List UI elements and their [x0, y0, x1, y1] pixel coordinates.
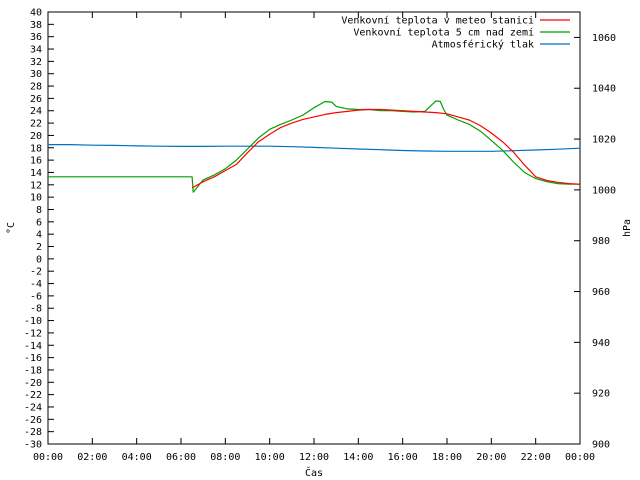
y-axis-left-label: °C: [6, 222, 17, 234]
x-tick-label: 06:00: [166, 452, 196, 463]
x-tick-label: 20:00: [476, 452, 506, 463]
x-tick-label: 02:00: [77, 452, 107, 463]
y-right-tick-label: 1040: [592, 84, 616, 95]
y-left-tick-label: 8: [36, 205, 42, 216]
y-right-tick-label: 1020: [592, 135, 616, 146]
x-tick-label: 00:00: [565, 452, 595, 463]
x-tick-label: 16:00: [388, 452, 418, 463]
series-line-1: [48, 100, 580, 193]
y-left-tick-label: 26: [30, 94, 42, 105]
y-left-tick-label: -12: [24, 328, 42, 339]
y-left-tick-label: -28: [24, 427, 42, 438]
y-left-tick-label: -22: [24, 390, 42, 401]
y-left-tick-label: 0: [36, 254, 42, 265]
y-left-tick-label: 40: [30, 8, 42, 19]
x-tick-label: 12:00: [299, 452, 329, 463]
x-tick-label: 10:00: [255, 452, 285, 463]
y-left-tick-label: 36: [30, 32, 42, 43]
x-tick-label: 00:00: [33, 452, 63, 463]
legend: Venkovní teplota v meteo staniciVenkovní…: [341, 15, 570, 51]
legend-label: Venkovní teplota v meteo stanici: [341, 15, 534, 27]
y-left-tick-label: -14: [24, 341, 42, 352]
y-right-tick-label: 960: [592, 287, 610, 298]
y-right-tick-label: 900: [592, 440, 610, 451]
legend-label: Atmosférický tlak: [432, 39, 534, 51]
y-left-tick-label: 4: [36, 230, 42, 241]
y-right-tick-label: 920: [592, 389, 610, 400]
y-left-tick-label: -8: [30, 304, 42, 315]
y-right-tick-label: 980: [592, 236, 610, 247]
x-axis-label: Čas: [305, 466, 323, 479]
y-left-tick-label: 32: [30, 57, 42, 68]
y-right-tick-label: 1060: [592, 33, 616, 44]
y-axis-left: -30-28-26-24-22-20-18-16-14-12-10-8-6-4-…: [24, 8, 54, 451]
y-left-tick-label: 10: [30, 193, 42, 204]
y-axis-right: 900 920 940 960 980 1000 1020 1040 1060: [574, 33, 616, 451]
y-left-tick-label: -16: [24, 353, 42, 364]
y-left-tick-label: -18: [24, 365, 42, 376]
y-right-tick-label: 940: [592, 338, 610, 349]
x-tick-label: 22:00: [521, 452, 551, 463]
x-axis: 00:00 02:00 04:00 06:00 08:00 10:00 12:00 14:00…: [33, 12, 595, 463]
y-left-tick-label: 38: [30, 20, 42, 31]
y-left-tick-label: -10: [24, 316, 42, 327]
series-line-0: [191, 108, 581, 189]
x-tick-label: 04:00: [122, 452, 152, 463]
x-tick-label: 08:00: [210, 452, 240, 463]
y-left-tick-label: 34: [30, 45, 42, 56]
y-left-tick-label: -6: [30, 291, 42, 302]
y-left-tick-label: 30: [30, 69, 42, 80]
y-left-tick-label: 6: [36, 217, 42, 228]
y-right-tick-label: 1000: [592, 185, 616, 196]
x-tick-label: 18:00: [432, 452, 462, 463]
y-left-tick-label: 16: [30, 156, 42, 167]
y-left-tick-label: -20: [24, 378, 42, 389]
series-lines: [48, 100, 581, 193]
y-left-tick-label: -2: [30, 267, 42, 278]
series-line-2: [48, 144, 581, 152]
y-left-tick-label: 18: [30, 143, 42, 154]
y-left-tick-label: -30: [24, 440, 42, 451]
y-left-tick-label: 2: [36, 242, 42, 253]
x-tick-label: 14:00: [343, 452, 373, 463]
y-left-tick-label: -26: [24, 415, 42, 426]
y-left-tick-label: 22: [30, 119, 42, 130]
y-left-tick-label: -24: [24, 402, 42, 413]
y-left-tick-label: 24: [30, 106, 42, 117]
plot-frame: [47, 11, 581, 445]
y-left-tick-label: 28: [30, 82, 42, 93]
y-left-tick-label: -4: [30, 279, 42, 290]
legend-label: Venkovní teplota 5 cm nad zemí: [353, 27, 534, 39]
y-left-tick-label: 12: [30, 180, 42, 191]
y-axis-right-label: hPa: [622, 219, 633, 237]
y-left-tick-label: 14: [30, 168, 42, 179]
y-left-tick-label: 20: [30, 131, 42, 142]
